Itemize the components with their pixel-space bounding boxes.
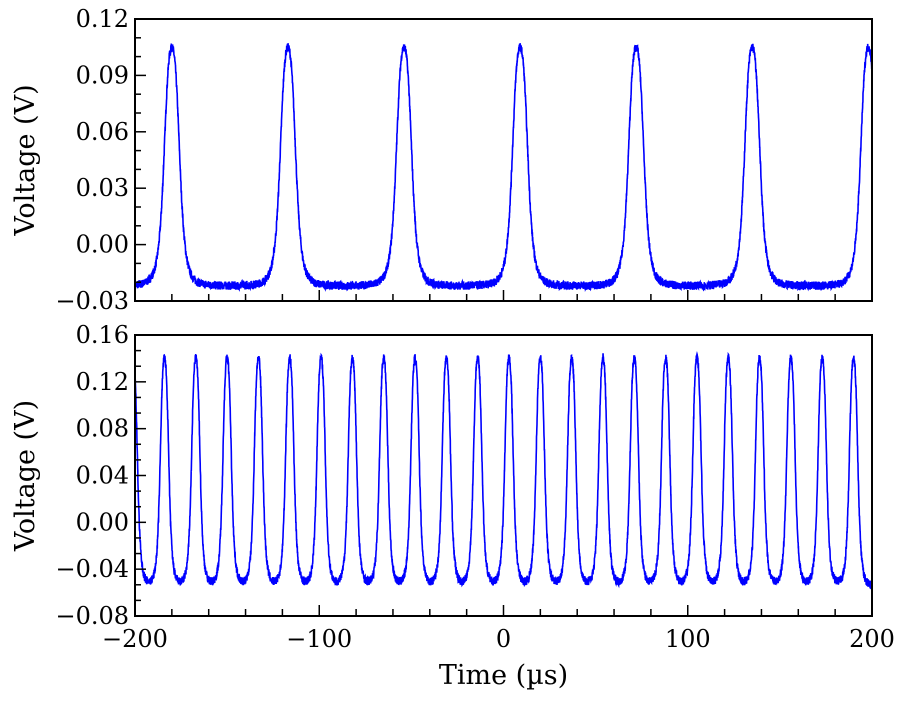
y-tick-label: −0.04 <box>55 555 129 583</box>
x-tick-label: 100 <box>665 625 711 653</box>
plot-frame-panel-1 <box>134 18 873 302</box>
x-tick-label: −100 <box>286 625 352 653</box>
y-axis-label: Voltage (V) <box>10 84 41 236</box>
y-tick-label: 0.12 <box>76 5 129 33</box>
x-axis-label: Time (µs) <box>439 660 568 691</box>
y-axis-label: Voltage (V) <box>10 400 41 552</box>
series-line-panel-1 <box>134 43 873 293</box>
y-tick-label: 0.08 <box>76 415 129 443</box>
y-tick-label: 0.00 <box>76 508 129 536</box>
y-tick-label: 0.00 <box>76 231 129 259</box>
y-tick-label: 0.16 <box>76 321 129 349</box>
y-tick-label: 0.03 <box>76 174 129 202</box>
y-tick-label: 0.04 <box>76 462 129 490</box>
x-tick-label: −200 <box>102 625 168 653</box>
y-tick-label: −0.08 <box>55 602 129 630</box>
series-line-panel-2 <box>134 351 873 590</box>
y-tick-label: −0.03 <box>55 287 129 315</box>
y-tick-label: 0.06 <box>76 118 129 146</box>
y-tick-label: 0.12 <box>76 368 129 396</box>
x-tick-label: 0 <box>496 625 511 653</box>
y-tick-label: 0.09 <box>76 61 129 89</box>
x-tick-label: 200 <box>849 625 895 653</box>
